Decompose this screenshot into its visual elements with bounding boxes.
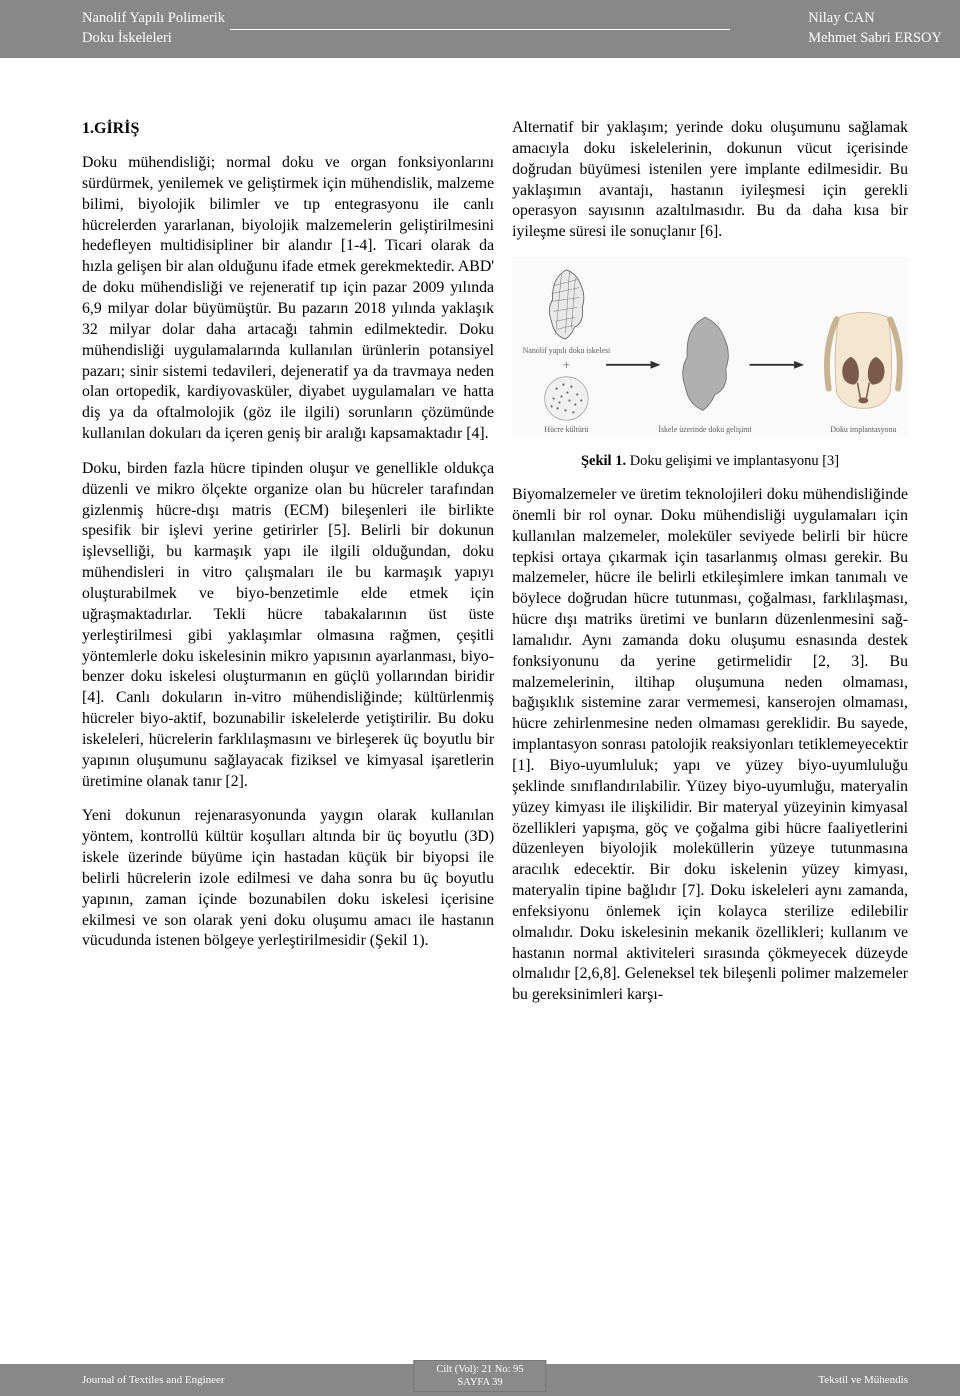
header-left-line1: Nanolif Yapılı Polimerik: [82, 9, 225, 29]
arrow-icon: [606, 361, 660, 369]
figure-1: Nanolif yapılı doku iskelesi + Hücre kül…: [512, 257, 908, 444]
left-column: 1.GİRİŞ Doku mühendisliği; normal doku v…: [82, 118, 494, 1020]
caption-bold: Şekil 1.: [581, 453, 626, 469]
header-divider: [230, 29, 730, 30]
header-left-line2: Doku İskeleleri: [82, 29, 225, 49]
figure-label-growth: İskele üzerinde doku gelişimi: [658, 425, 752, 434]
footer-right: Tekstil ve Mühendis: [818, 1374, 908, 1386]
header-right-line2: Mehmet Sabri ERSOY: [808, 29, 942, 49]
arrow-icon: [750, 361, 804, 369]
figure-label-culture: Hücre kültürü: [544, 425, 588, 434]
footer-center-line1: Cilt (Vol): 21 No: 95: [436, 1363, 523, 1376]
header-authors: Nilay CAN Mehmet Sabri ERSOY: [808, 9, 942, 48]
right-paragraph-2: Biyomalzemeler ve üretim teknolojileri d…: [512, 485, 908, 1006]
right-column: Alternatif bir yaklaşım; yerinde doku ol…: [512, 118, 908, 1020]
tissue-growth-icon: [683, 317, 729, 410]
page-header: Nanolif Yapılı Polimerik Doku İskeleleri…: [0, 0, 960, 58]
header-title-left: Nanolif Yapılı Polimerik Doku İskeleleri: [82, 9, 225, 48]
cell-culture-icon: [545, 377, 589, 421]
footer-left: Journal of Textiles and Engineer: [82, 1374, 225, 1386]
body-columns: 1.GİRİŞ Doku mühendisliği; normal doku v…: [0, 58, 960, 1046]
page-footer: Journal of Textiles and Engineer Cilt (V…: [0, 1364, 960, 1396]
caption-text: Doku gelişimi ve implantasyonu [3]: [626, 453, 839, 469]
header-right-line1: Nilay CAN: [808, 9, 942, 29]
figure-1-caption: Şekil 1. Doku gelişimi ve implantasyonu …: [512, 452, 908, 471]
figure-label-implant: Doku implantasyonu: [830, 425, 896, 434]
left-paragraph-1: Doku mühendisliği; normal doku ve organ …: [82, 153, 494, 445]
section-heading: 1.GİRİŞ: [82, 118, 494, 139]
footer-center-line2: SAYFA 39: [436, 1376, 523, 1389]
left-paragraph-3: Yeni dokunun rejenarasyonunda yaygın ola…: [82, 806, 494, 952]
figure-label-scaffold: Nanolif yapılı doku iskelesi: [523, 346, 611, 355]
figure-1-svg: Nanolif yapılı doku iskelesi + Hücre kül…: [512, 257, 908, 437]
footer-center-box: Cilt (Vol): 21 No: 95 SAYFA 39: [413, 1360, 546, 1392]
left-paragraph-2: Doku, birden fazla hücre tipinden oluşur…: [82, 459, 494, 793]
figure-plus-icon: +: [563, 358, 570, 372]
scaffold-icon: [549, 270, 584, 339]
right-paragraph-1: Alternatif bir yaklaşım; yerinde doku ol…: [512, 118, 908, 243]
body-icon: [827, 312, 900, 408]
